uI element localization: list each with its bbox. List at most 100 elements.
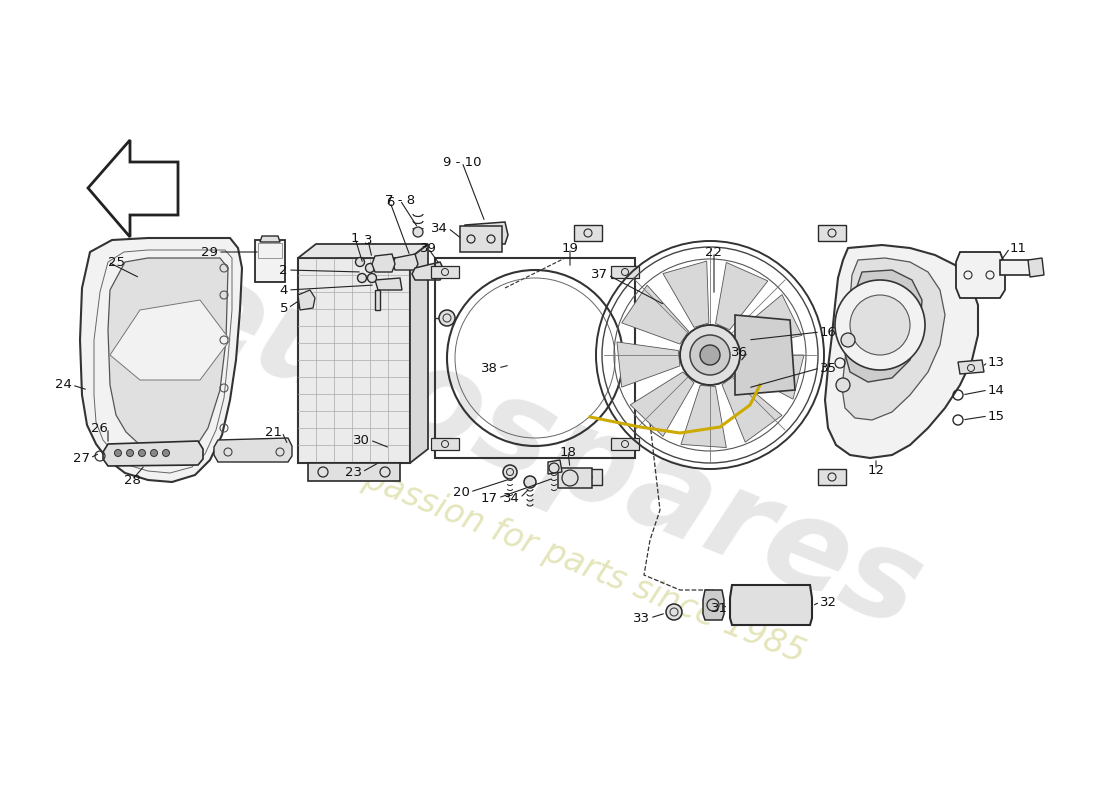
Circle shape [835, 280, 925, 370]
Polygon shape [956, 252, 1005, 298]
Text: 25: 25 [108, 255, 125, 269]
Text: 29: 29 [201, 246, 218, 258]
Text: 32: 32 [820, 595, 837, 609]
Polygon shape [214, 438, 292, 462]
Text: 30: 30 [353, 434, 370, 446]
Polygon shape [298, 258, 410, 463]
FancyBboxPatch shape [460, 226, 502, 252]
Text: 33: 33 [632, 611, 650, 625]
Polygon shape [735, 294, 802, 348]
Circle shape [666, 604, 682, 620]
Polygon shape [735, 315, 795, 395]
Polygon shape [103, 441, 204, 466]
Circle shape [680, 325, 740, 385]
Polygon shape [722, 375, 782, 442]
Circle shape [358, 274, 366, 282]
Text: 22: 22 [705, 246, 723, 258]
Polygon shape [393, 254, 418, 270]
Polygon shape [663, 261, 708, 327]
Circle shape [524, 476, 536, 488]
Polygon shape [1028, 258, 1044, 277]
Circle shape [139, 450, 145, 457]
Circle shape [690, 335, 730, 375]
Polygon shape [548, 460, 562, 474]
Polygon shape [621, 285, 689, 344]
Text: 18: 18 [560, 446, 576, 458]
Text: 1: 1 [351, 231, 360, 245]
Text: 34: 34 [503, 491, 520, 505]
Polygon shape [375, 290, 379, 310]
Text: 26: 26 [91, 422, 108, 434]
Text: eurospares: eurospares [161, 246, 939, 654]
Circle shape [355, 258, 364, 266]
Polygon shape [610, 266, 639, 278]
Polygon shape [308, 463, 400, 481]
Polygon shape [558, 468, 592, 488]
Polygon shape [844, 270, 922, 382]
Polygon shape [372, 254, 395, 272]
Polygon shape [958, 360, 984, 374]
Text: 21: 21 [265, 426, 282, 438]
Text: 14: 14 [988, 383, 1005, 397]
Polygon shape [610, 438, 639, 450]
Polygon shape [574, 469, 602, 485]
Polygon shape [260, 236, 280, 242]
Polygon shape [617, 342, 680, 387]
Polygon shape [818, 469, 846, 485]
Polygon shape [80, 238, 242, 482]
Polygon shape [110, 300, 230, 380]
Text: 27: 27 [73, 451, 90, 465]
Text: 5: 5 [279, 302, 288, 314]
Polygon shape [730, 585, 812, 625]
Text: 24: 24 [55, 378, 72, 391]
Polygon shape [703, 590, 724, 620]
Circle shape [842, 333, 855, 347]
Text: 39: 39 [419, 242, 437, 254]
Circle shape [163, 450, 169, 457]
Text: 19: 19 [562, 242, 579, 254]
Text: 3: 3 [364, 234, 372, 246]
Polygon shape [716, 262, 768, 330]
Circle shape [126, 450, 133, 457]
Text: a passion for parts since 1985: a passion for parts since 1985 [330, 450, 810, 670]
Text: 36: 36 [732, 346, 748, 358]
Polygon shape [88, 140, 178, 237]
Polygon shape [108, 258, 228, 456]
Text: 20: 20 [453, 486, 470, 498]
Polygon shape [681, 386, 726, 447]
Circle shape [151, 450, 157, 457]
Polygon shape [462, 222, 508, 244]
Text: 15: 15 [988, 410, 1005, 422]
Polygon shape [412, 262, 446, 280]
Text: 17: 17 [481, 491, 498, 505]
Polygon shape [298, 290, 315, 310]
Polygon shape [825, 245, 978, 458]
Polygon shape [431, 438, 459, 450]
Polygon shape [842, 258, 945, 420]
Text: 16: 16 [820, 326, 837, 338]
Text: 7 - 8: 7 - 8 [385, 194, 415, 206]
Polygon shape [818, 225, 846, 241]
Text: 4: 4 [279, 283, 288, 297]
Text: 12: 12 [868, 463, 884, 477]
Circle shape [439, 310, 455, 326]
Circle shape [412, 227, 424, 237]
Polygon shape [1000, 260, 1040, 275]
Polygon shape [431, 266, 459, 278]
Polygon shape [255, 240, 285, 282]
Polygon shape [410, 244, 428, 463]
Text: 23: 23 [345, 466, 362, 478]
Text: 11: 11 [1010, 242, 1027, 254]
Circle shape [114, 450, 121, 457]
Circle shape [503, 465, 517, 479]
Polygon shape [298, 244, 428, 258]
Text: 35: 35 [820, 362, 837, 374]
Circle shape [700, 345, 720, 365]
Text: 37: 37 [591, 269, 608, 282]
Polygon shape [574, 225, 602, 241]
Circle shape [836, 378, 850, 392]
Polygon shape [375, 278, 402, 290]
Text: 28: 28 [123, 474, 141, 486]
Text: 13: 13 [988, 355, 1005, 369]
Text: 6: 6 [386, 195, 394, 209]
